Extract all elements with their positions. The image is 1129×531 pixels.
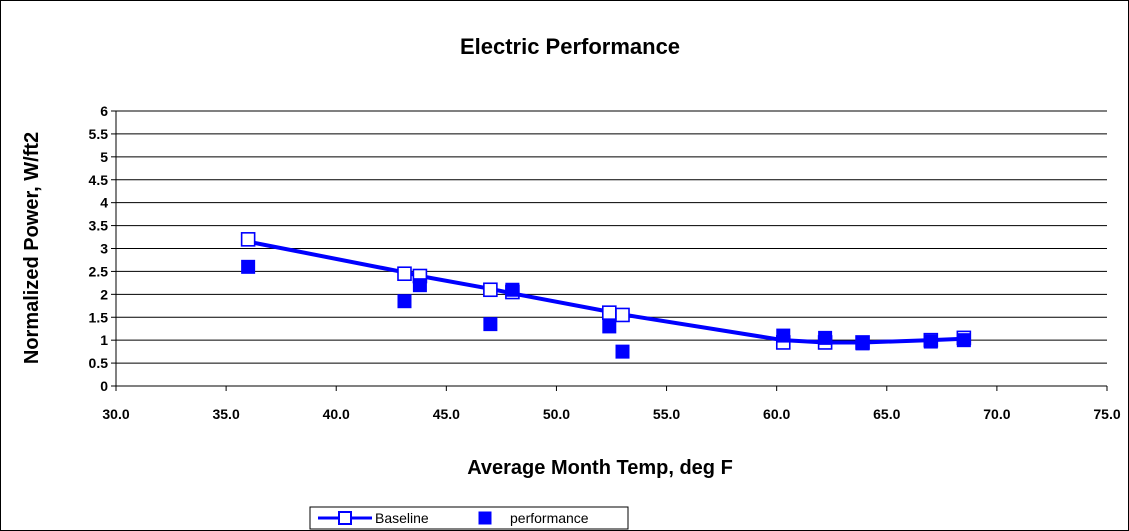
performance-point (397, 294, 412, 309)
y-tick-label: 6 (100, 103, 108, 119)
performance-point (923, 334, 938, 349)
y-tick-label: 0 (100, 378, 108, 394)
x-tick-label: 75.0 (1093, 406, 1120, 422)
x-tick-label: 45.0 (433, 406, 460, 422)
y-axis-title: Normalized Power, W/ft2 (21, 132, 43, 364)
baseline-point (240, 232, 256, 247)
x-tick-label: 60.0 (763, 406, 790, 422)
legend-box (309, 506, 629, 530)
baseline-point (483, 282, 498, 298)
performance-point (615, 344, 630, 359)
grid-lines (111, 110, 1107, 387)
performance-point (818, 330, 833, 345)
y-tick-label: 1 (100, 332, 108, 348)
y-tick-label: 5 (100, 149, 108, 165)
y-tick-label: 4.5 (89, 172, 109, 188)
y-tick-label: 4 (100, 195, 108, 211)
x-tick-labels: 30.0 35.0 40.0 45.0 50.0 55.0 60.0 65.0 70.0 75.0 (102, 406, 1120, 422)
y-tick-label: 2.5 (89, 263, 109, 279)
performance-point (776, 328, 791, 343)
performance-point (483, 317, 498, 332)
x-tick-label: 70.0 (983, 406, 1010, 422)
y-tick-label: 1.5 (89, 309, 109, 325)
x-axis-title: Average Month Temp, deg F (467, 457, 733, 479)
x-tick-label: 50.0 (543, 406, 570, 422)
performance-point (855, 336, 870, 351)
baseline-point (397, 266, 412, 282)
x-tick-label: 30.0 (102, 406, 129, 422)
legend-performance-marker (478, 511, 492, 525)
legend-performance-label: performance (510, 510, 589, 526)
y-tick-label: 2 (100, 286, 108, 302)
x-tick-label: 65.0 (873, 406, 900, 422)
legend: Baseline performance (309, 506, 629, 530)
x-tick-label: 40.0 (323, 406, 350, 422)
performance-point (505, 282, 520, 297)
series-performance (241, 259, 971, 359)
chart-title: Electric Performance (460, 34, 680, 59)
performance-point (241, 259, 256, 274)
y-tick-label: 3 (100, 241, 108, 257)
legend-baseline-label: Baseline (375, 510, 429, 526)
performance-point (602, 319, 617, 334)
y-tick-label: 3.5 (89, 218, 109, 234)
y-tick-label: 0.5 (89, 355, 109, 371)
performance-point (956, 333, 971, 348)
y-tick-labels: 0 0.5 1 1.5 2 2.5 3 3.5 4 4.5 5 5.5 6 (89, 103, 109, 394)
performance-point (412, 278, 427, 293)
axes (115, 111, 1108, 391)
y-tick-label: 5.5 (89, 126, 109, 142)
x-tick-label: 35.0 (212, 406, 239, 422)
x-tick-label: 55.0 (653, 406, 680, 422)
baseline-point (601, 305, 617, 320)
baseline-point (615, 307, 630, 323)
legend-baseline-marker (338, 511, 352, 525)
